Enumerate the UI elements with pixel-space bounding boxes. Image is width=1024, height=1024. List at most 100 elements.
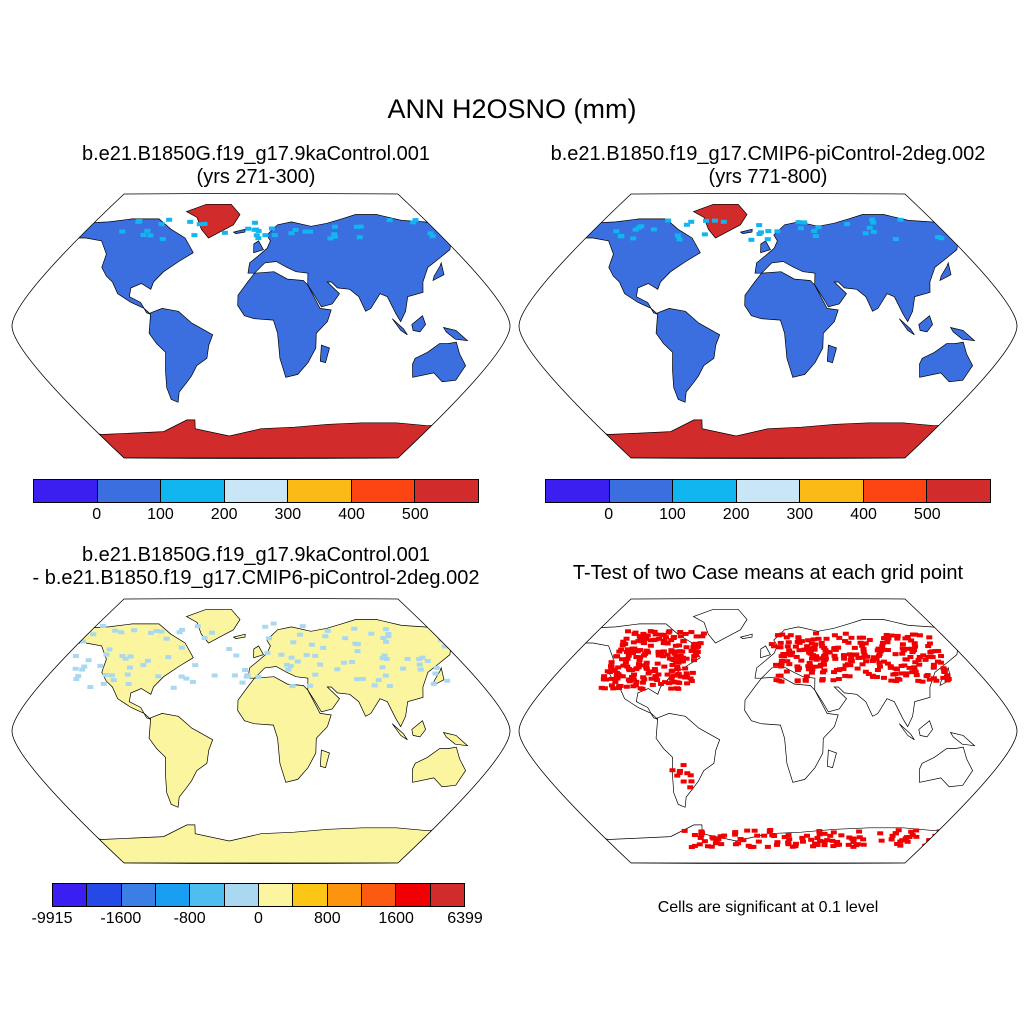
snow-cell: [703, 218, 710, 223]
significant-cell: [688, 630, 695, 635]
diff-cell: [140, 662, 147, 667]
significant-cell: [859, 662, 866, 667]
significant-cell: [616, 649, 623, 654]
significant-cell: [691, 642, 698, 647]
significant-cell: [902, 636, 909, 641]
significant-cell: [804, 644, 811, 649]
significant-cell: [668, 676, 675, 681]
significant-cell: [859, 635, 866, 640]
significant-cell: [894, 841, 901, 846]
significant-cell: [631, 647, 638, 652]
diff-cell: [155, 674, 162, 679]
significant-cell: [717, 834, 724, 839]
significant-cell: [661, 638, 668, 643]
diff-cell: [266, 636, 273, 641]
significant-cell: [626, 677, 633, 682]
significant-cell: [848, 655, 855, 660]
significant-cell: [893, 667, 900, 672]
diff-cell: [72, 666, 79, 671]
panel-title-case2-line2: (yrs 771-800): [708, 166, 828, 188]
significant-cell: [840, 653, 847, 658]
colorbar-swatch: [190, 884, 225, 906]
diff-cell: [379, 665, 386, 670]
significant-cell: [802, 677, 809, 682]
significant-cell: [677, 630, 684, 635]
significant-cell: [892, 652, 899, 657]
significant-cell: [690, 645, 697, 650]
landmass-nz: [470, 781, 492, 799]
significant-cell: [819, 670, 826, 675]
significant-cell: [691, 843, 698, 848]
snow-cell: [353, 224, 360, 229]
diff-cell: [163, 636, 170, 641]
landmass-australia: [412, 746, 467, 788]
colorbar-swatch: [609, 480, 674, 502]
landmass-nz: [977, 376, 999, 394]
diff-cell: [270, 621, 277, 626]
diff-cell: [359, 676, 366, 681]
snow-cell: [935, 235, 942, 240]
landmass-japan: [432, 261, 445, 282]
landmass-sumatra: [392, 723, 408, 741]
significant-cell: [636, 634, 643, 639]
significant-cell: [916, 633, 923, 638]
significant-cell: [908, 829, 915, 834]
significant-cell: [876, 660, 883, 665]
significant-cell: [683, 674, 690, 679]
colorbar-case1: [33, 479, 479, 503]
significant-cell: [786, 837, 793, 842]
significant-cell: [809, 656, 816, 661]
significant-cell: [773, 842, 780, 847]
snow-cell: [412, 218, 419, 223]
significant-cell: [712, 841, 719, 846]
significant-cell: [732, 842, 739, 847]
map-case2: [518, 193, 1018, 459]
significant-cell: [718, 842, 725, 847]
snow-cell: [410, 220, 417, 225]
panel-title-difference: b.e21.B1850G.f19_g17.9kaControl.001 - b.…: [0, 544, 512, 590]
significance-note: Cells are significant at 0.1 level: [657, 899, 879, 916]
landmass-newguinea: [949, 731, 976, 747]
diff-cell: [288, 655, 295, 660]
landmass-newguinea: [442, 731, 469, 747]
significant-cell: [912, 660, 919, 665]
diff-cell: [303, 653, 310, 658]
significant-cell: [856, 835, 863, 840]
significant-cell: [884, 648, 891, 653]
colorbar-tick-label: 100: [659, 506, 686, 523]
significant-cell: [632, 683, 639, 688]
significant-cell: [899, 646, 906, 651]
diff-cell: [307, 683, 314, 688]
diff-cell: [299, 624, 306, 629]
significant-cell: [748, 845, 755, 850]
snow-cell: [302, 229, 309, 234]
significant-cell: [610, 686, 617, 691]
significant-cell: [814, 836, 821, 841]
map-case1: [11, 193, 511, 459]
significant-cell: [640, 631, 647, 636]
snow-cell: [140, 232, 147, 237]
significant-cell: [643, 665, 650, 670]
significant-cell: [618, 647, 625, 652]
panel-title-case1-line1: b.e21.B1850G.f19_g17.9kaControl.001: [81, 143, 431, 165]
significant-cell: [652, 632, 659, 637]
significant-cell: [846, 835, 853, 840]
diff-cell: [231, 673, 238, 678]
significant-cell: [842, 673, 849, 678]
significant-cell: [668, 686, 675, 691]
significant-cell: [649, 682, 656, 687]
snow-cell: [756, 223, 763, 228]
snow-cell: [147, 233, 154, 238]
significant-cell: [856, 635, 863, 640]
colorbar-swatch: [87, 884, 122, 906]
colorbar-tick-label: 0: [254, 910, 263, 927]
snow-cell: [119, 229, 126, 234]
significant-cell: [645, 671, 652, 676]
significant-cell: [780, 651, 787, 656]
significant-cell: [637, 655, 644, 660]
significant-cell: [653, 674, 660, 679]
significant-cell: [898, 663, 905, 668]
significant-cell: [798, 658, 805, 663]
significant-cell: [697, 835, 704, 840]
significant-cell: [625, 653, 632, 658]
